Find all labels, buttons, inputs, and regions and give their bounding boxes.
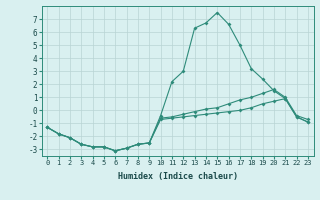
X-axis label: Humidex (Indice chaleur): Humidex (Indice chaleur) [118, 172, 237, 181]
